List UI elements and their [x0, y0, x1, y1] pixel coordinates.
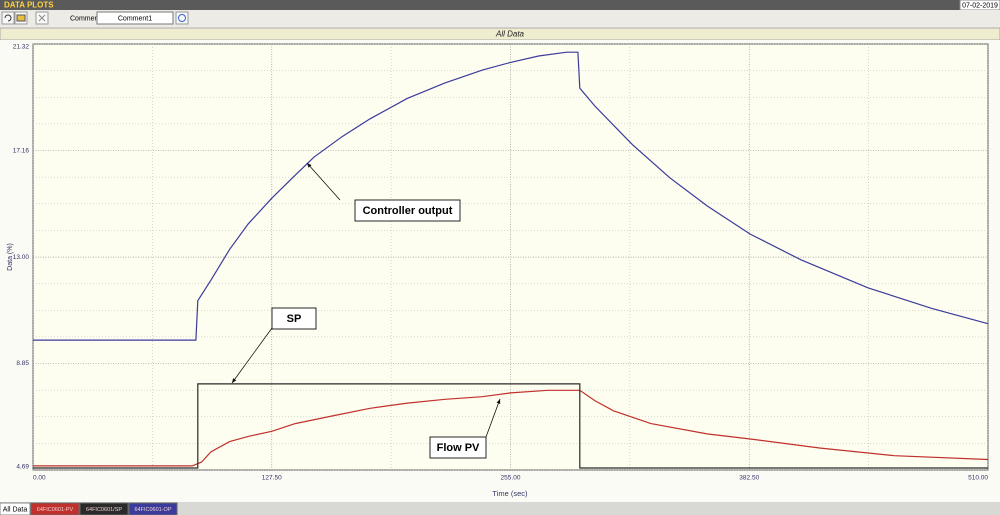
tab-active[interactable]	[0, 502, 31, 515]
series-line	[33, 383, 988, 469]
close-icon	[38, 14, 46, 22]
annotation-box	[354, 199, 461, 222]
settings-icon	[178, 14, 186, 22]
series-line	[33, 389, 989, 467]
comment-value: Comment1	[118, 15, 152, 22]
y-axis-label: Data (%)	[7, 243, 14, 271]
y-tick-label: 21.32	[13, 44, 30, 51]
legend-label: 64FIC0601/SP	[86, 507, 122, 513]
series-tab[interactable]	[30, 502, 80, 515]
y-tick-label: 17.16	[13, 147, 30, 154]
comment-label: Comment	[70, 15, 100, 22]
folder-icon	[16, 14, 26, 22]
y-tick-label: 13.00	[13, 254, 30, 261]
series-line	[33, 51, 989, 341]
undo-button[interactable]	[1, 11, 15, 25]
series-tab[interactable]	[79, 502, 129, 515]
chart-title: All Data	[495, 30, 525, 39]
arrow-head	[232, 378, 237, 383]
arrow-head	[307, 163, 312, 168]
annotation-arrow	[231, 327, 273, 384]
comment-input[interactable]	[96, 11, 174, 25]
arrow-head	[496, 399, 501, 404]
x-tick-label: 255.00	[501, 475, 521, 482]
tab-bar	[0, 502, 1000, 515]
legend-label: 64FIC0601-OP	[135, 507, 172, 513]
x-tick-label: 127.50	[262, 475, 282, 482]
settings-button[interactable]	[175, 11, 189, 25]
x-tick-label: 382.50	[739, 475, 759, 482]
title-bar	[0, 0, 1000, 10]
legend-label: 64FIC0601-PV	[37, 507, 74, 513]
x-tick-label: 510.00	[968, 475, 988, 482]
annotation-text: SP	[287, 313, 302, 325]
annotation-arrow	[306, 162, 341, 201]
y-tick-label: 4.69	[16, 464, 29, 471]
date: 07-02-2019	[962, 2, 998, 9]
annotation-text: Flow PV	[437, 442, 480, 454]
annotation-box	[271, 307, 317, 330]
annotation-arrow	[485, 398, 501, 438]
y-tick-label: 8.85	[16, 360, 29, 367]
annotation-text: Controller output	[363, 205, 453, 217]
toolbar	[0, 10, 1000, 27]
x-axis-label: Time (sec)	[492, 489, 528, 498]
tab-label: All Data	[3, 506, 28, 513]
series-tab[interactable]	[128, 502, 178, 515]
x-tick-label: 0.00	[33, 475, 46, 482]
undo-icon	[4, 14, 12, 22]
app-title: DATA PLOTS	[4, 1, 54, 10]
annotation-box	[429, 436, 487, 459]
